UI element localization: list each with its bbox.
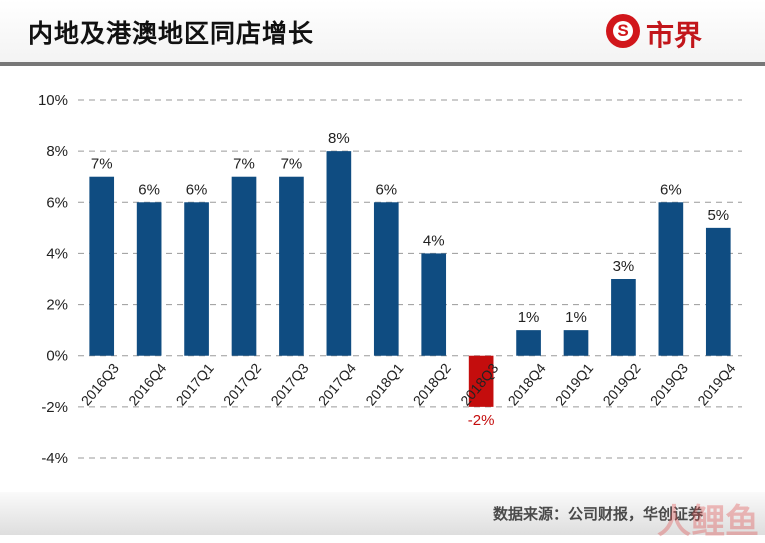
bar [373, 202, 399, 356]
data-label: 7% [91, 156, 113, 173]
data-label: -2% [468, 412, 495, 429]
bar [231, 176, 257, 356]
y-tick-label: 8% [46, 143, 68, 160]
data-label: 3% [613, 258, 635, 275]
data-label: 5% [707, 207, 729, 224]
x-tick-label: 2018Q1 [362, 360, 406, 409]
bar [89, 176, 115, 356]
x-tick-label: 2016Q4 [125, 360, 169, 409]
header-bar: 内地及港澳地区同店增长 S 市界 [0, 0, 765, 62]
bar [184, 202, 209, 356]
data-label: 1% [565, 309, 587, 326]
x-tick-label: 2017Q3 [267, 360, 311, 409]
logo-mark-icon: S [606, 14, 640, 48]
bar [563, 330, 589, 356]
data-label: 7% [233, 156, 255, 173]
bar [136, 202, 162, 356]
data-label: 6% [375, 181, 397, 198]
x-tick-label: 2018Q4 [505, 360, 549, 409]
logo-text: 市界 [646, 19, 703, 52]
bar [326, 151, 352, 356]
bar [705, 227, 731, 356]
data-label: 7% [281, 156, 303, 173]
x-tick-label: 2017Q4 [315, 360, 359, 409]
header-divider [0, 62, 765, 66]
x-tick-label: 2019Q1 [552, 360, 596, 409]
x-tick-label: 2016Q3 [78, 360, 122, 409]
y-tick-label: -2% [41, 399, 68, 416]
same-store-growth-bar-chart: -4% -2% 0% 2% 4% 6% 8% 10% 7% 2016Q3 6% 2016Q4 6% 201… [38, 92, 742, 467]
data-label: 6% [186, 181, 208, 198]
y-tick-label: 2% [46, 297, 68, 314]
data-label: 6% [138, 181, 160, 198]
bar [611, 279, 636, 356]
x-tick-label: 2017Q2 [220, 360, 264, 409]
data-source-note: 数据来源：公司财报，华创证券 [492, 506, 703, 523]
watermark: 人鲤鱼 [657, 502, 759, 542]
bar [516, 330, 541, 356]
y-tick-label: 6% [46, 194, 68, 211]
y-tick-label: 0% [46, 348, 68, 365]
logo-mark-letter: S [613, 21, 633, 41]
y-tick-label: 4% [46, 245, 68, 262]
x-tick-label: 2018Q2 [410, 360, 454, 409]
data-label: 6% [660, 181, 682, 198]
data-label: 1% [518, 309, 540, 326]
data-label: 8% [328, 130, 350, 147]
x-tick-label: 2019Q2 [599, 360, 643, 409]
bar [279, 176, 304, 356]
bar [421, 253, 447, 356]
footer-bar: 数据来源：公司财报，华创证券 人鲤鱼 [0, 492, 765, 542]
x-tick-label: 2019Q4 [694, 360, 738, 409]
x-tick-label: 2017Q1 [173, 360, 217, 409]
x-tick-label: 2019Q3 [647, 360, 691, 409]
bar [468, 355, 494, 407]
y-tick-label: -4% [41, 450, 68, 467]
y-tick-label: 10% [38, 92, 68, 109]
data-label: 4% [423, 232, 445, 249]
brand-logo: S 市界 [606, 12, 716, 52]
bar [658, 202, 684, 356]
page-title: 内地及港澳地区同店增长 [28, 20, 315, 48]
